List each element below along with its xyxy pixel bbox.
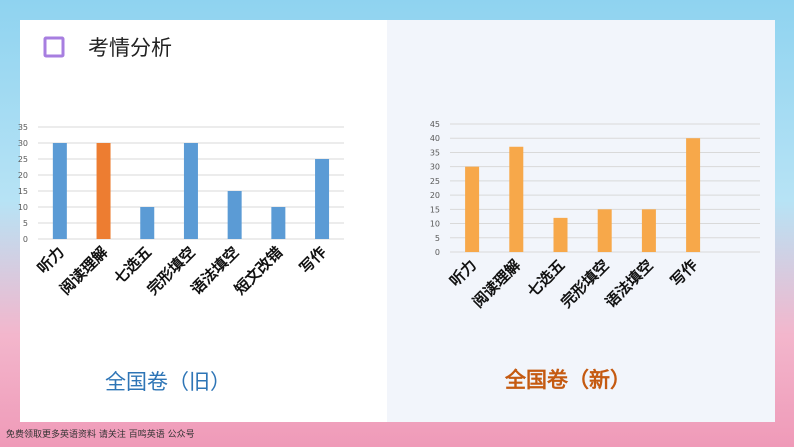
chart-title: 全国卷（旧） (105, 370, 231, 394)
y-tick-label: 25 (18, 155, 28, 164)
y-tick-label: 10 (18, 203, 28, 212)
bar (686, 138, 701, 252)
footer: 免费领取更多英语资料 请关注 百鸣英语 公众号 (6, 428, 195, 440)
y-tick-label: 35 (430, 148, 440, 157)
y-tick-label: 5 (23, 219, 28, 228)
left-panel (20, 20, 387, 422)
y-tick-label: 20 (430, 191, 440, 200)
y-tick-label: 15 (18, 187, 28, 196)
y-tick-label: 0 (23, 235, 28, 244)
y-tick-label: 35 (18, 123, 28, 132)
chart-title: 全国卷（新） (505, 368, 631, 392)
bar (315, 159, 330, 239)
y-tick-label: 30 (430, 163, 440, 172)
right-panel (387, 20, 775, 422)
bar (509, 146, 524, 252)
bar (641, 209, 656, 252)
y-tick-label: 40 (430, 134, 440, 143)
y-tick-label: 15 (430, 205, 440, 214)
y-tick-label: 45 (430, 120, 440, 129)
bar (227, 191, 242, 239)
bar (553, 217, 568, 252)
y-tick-label: 25 (430, 177, 440, 186)
y-tick-label: 20 (18, 171, 28, 180)
bar (52, 143, 67, 239)
bar (140, 207, 155, 239)
title-icon (43, 36, 65, 58)
y-tick-label: 5 (435, 234, 440, 243)
bar (96, 143, 111, 239)
bar (597, 209, 612, 252)
slide-title: 考情分析 (88, 36, 172, 60)
bar (183, 143, 198, 239)
bar (271, 207, 286, 239)
bar (465, 166, 480, 252)
y-tick-label: 10 (430, 220, 440, 229)
y-tick-label: 30 (18, 139, 28, 148)
y-tick-label: 0 (435, 248, 440, 257)
